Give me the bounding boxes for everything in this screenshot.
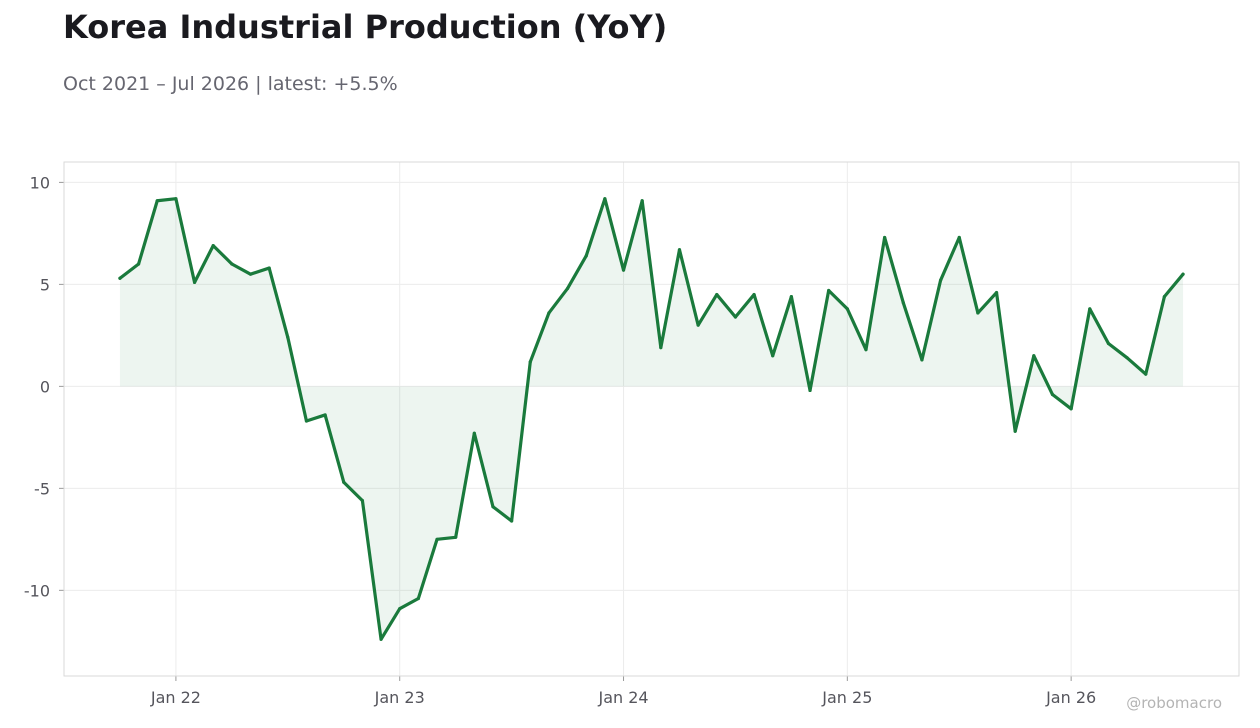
data-point <box>845 307 849 311</box>
data-point <box>976 311 980 315</box>
data-point <box>808 388 812 393</box>
data-point <box>771 354 775 358</box>
data-point <box>957 235 961 240</box>
data-point <box>435 537 439 541</box>
data-point <box>1144 372 1148 376</box>
plot-frame <box>63 161 1240 677</box>
data-point <box>603 197 607 201</box>
series-area <box>119 198 1184 640</box>
data-point <box>454 535 458 539</box>
y-tick-label: -5 <box>34 479 50 498</box>
data-point <box>1106 341 1111 346</box>
data-point <box>752 292 756 297</box>
data-point <box>248 272 253 276</box>
data-point <box>304 419 309 423</box>
data-point <box>733 315 738 319</box>
data-point <box>696 323 700 327</box>
data-point <box>920 358 924 362</box>
data-point <box>491 505 495 509</box>
data-point <box>211 244 215 248</box>
data-point <box>1013 429 1017 433</box>
data-point <box>286 335 290 340</box>
y-tick-label: -10 <box>24 581 50 600</box>
grid-lines <box>64 162 1239 676</box>
data-point <box>547 311 551 315</box>
data-point <box>621 268 626 272</box>
data-point <box>192 280 197 284</box>
data-point <box>155 199 159 203</box>
area-layer <box>119 198 1184 640</box>
watermark: @robomacro <box>1126 694 1222 712</box>
data-point <box>584 254 588 258</box>
data-point <box>640 199 644 203</box>
data-point <box>938 278 943 282</box>
x-tick-label: Jan 22 <box>150 688 201 707</box>
data-point <box>323 413 327 417</box>
line-layer <box>118 197 1185 641</box>
data-point <box>528 360 532 364</box>
data-point <box>118 276 122 280</box>
data-point <box>994 290 999 295</box>
data-point <box>715 292 719 297</box>
data-point <box>789 295 793 299</box>
data-point <box>267 266 271 270</box>
data-point <box>1032 354 1036 358</box>
data-point <box>360 498 365 503</box>
data-point <box>510 519 514 523</box>
data-point <box>342 480 346 484</box>
y-tick-label: 5 <box>40 275 50 294</box>
data-point <box>1069 407 1073 411</box>
data-point <box>137 262 141 266</box>
data-point <box>883 235 887 240</box>
y-tick-label: 10 <box>30 173 50 192</box>
data-point <box>901 301 905 305</box>
data-point <box>565 286 570 291</box>
data-point <box>379 637 383 641</box>
x-axis: Jan 22 Jan 23 Jan 24 Jan 25 Jan 26 <box>150 676 1096 707</box>
y-axis: 10 5 0 -5 -10 <box>24 173 64 600</box>
x-tick-label: Jan 25 <box>821 688 872 707</box>
data-point <box>659 346 663 350</box>
x-tick-label: Jan 23 <box>374 688 425 707</box>
chart-title: Korea Industrial Production (YoY) <box>63 8 668 46</box>
data-point <box>1162 295 1166 299</box>
data-point <box>398 607 402 611</box>
x-tick-label: Jan 26 <box>1045 688 1096 707</box>
data-point <box>472 431 476 435</box>
data-point <box>1181 272 1185 276</box>
data-point <box>677 248 682 252</box>
data-point <box>827 288 831 293</box>
data-point <box>230 262 234 266</box>
data-point <box>864 348 868 352</box>
data-point <box>1050 392 1055 397</box>
data-point <box>1125 356 1129 360</box>
data-point <box>416 596 420 601</box>
data-point <box>174 197 178 201</box>
chart-subtitle: Oct 2021 – Jul 2026 | latest: +5.5% <box>63 73 398 95</box>
data-point <box>1088 307 1092 311</box>
series-line <box>118 197 1185 641</box>
y-tick-label: 0 <box>40 377 50 396</box>
x-tick-label: Jan 24 <box>597 688 648 707</box>
